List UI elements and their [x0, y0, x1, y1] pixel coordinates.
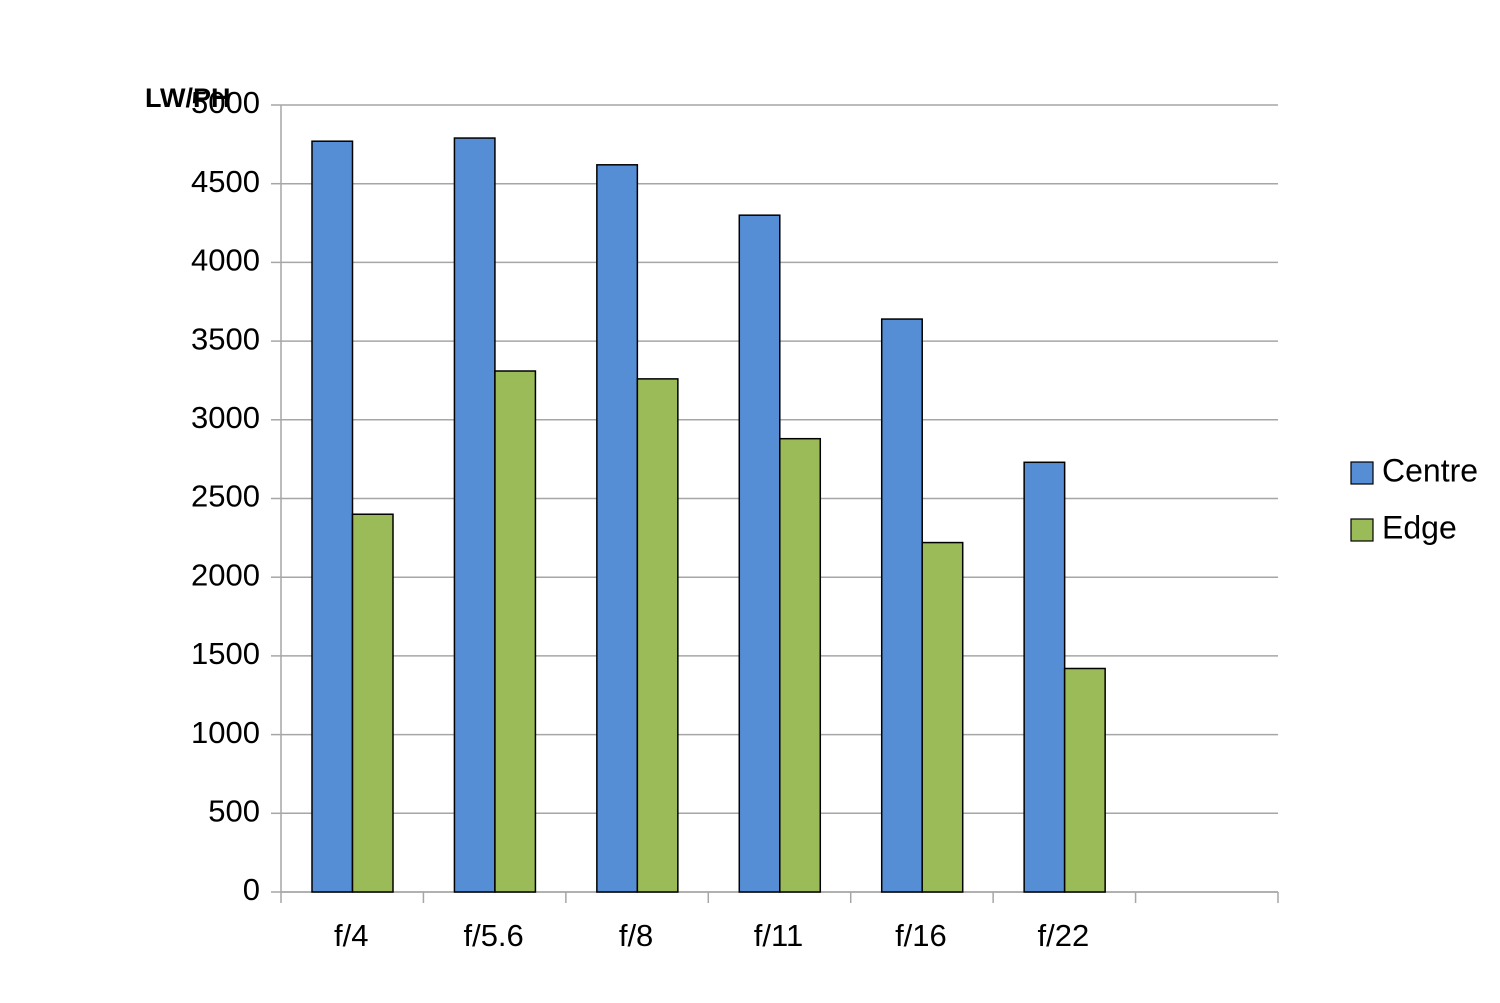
y-tick-label: 4500: [191, 164, 260, 199]
bar: [351, 513, 394, 893]
bar: [880, 318, 923, 893]
bar: [779, 437, 822, 893]
legend-swatch: [1350, 461, 1374, 485]
bar: [1023, 461, 1066, 893]
x-tick-label: f/11: [754, 918, 803, 953]
bar: [636, 378, 679, 893]
y-tick-label: 3500: [191, 321, 260, 356]
y-tick-label: 0: [243, 872, 260, 907]
y-tick-label: 4000: [191, 243, 260, 278]
bar: [453, 137, 496, 893]
x-tick-label: f/16: [895, 918, 947, 953]
bar: [921, 541, 964, 893]
y-axis-label: LW/PH: [145, 83, 231, 113]
x-tick-label: f/4: [334, 918, 368, 953]
x-tick-label: f/22: [1037, 918, 1089, 953]
legend-label: Centre: [1382, 452, 1478, 488]
bar: [596, 164, 639, 893]
y-tick-label: 500: [208, 793, 260, 828]
bar: [494, 370, 537, 893]
y-tick-label: 3000: [191, 400, 260, 435]
y-tick-label: 2000: [191, 557, 260, 592]
x-tick-label: f/5.6: [463, 918, 523, 953]
bar: [311, 140, 354, 893]
y-tick-label: 2500: [191, 479, 260, 514]
legend-label: Edge: [1382, 509, 1457, 545]
y-tick-label: 5000: [191, 85, 260, 120]
bar: [738, 214, 781, 893]
bar: [1063, 667, 1106, 893]
x-tick-label: f/8: [619, 918, 653, 953]
y-tick-label: 1000: [191, 715, 260, 750]
y-tick-label: 1500: [191, 636, 260, 671]
legend-swatch: [1350, 518, 1374, 542]
